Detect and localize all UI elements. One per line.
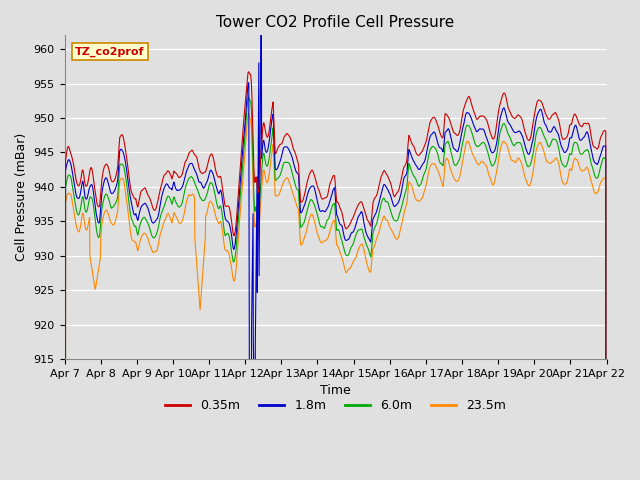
Legend: 0.35m, 1.8m, 6.0m, 23.5m: 0.35m, 1.8m, 6.0m, 23.5m bbox=[161, 395, 511, 418]
Y-axis label: Cell Pressure (mBar): Cell Pressure (mBar) bbox=[15, 133, 28, 261]
Text: TZ_co2prof: TZ_co2prof bbox=[76, 47, 145, 57]
Title: Tower CO2 Profile Cell Pressure: Tower CO2 Profile Cell Pressure bbox=[216, 15, 454, 30]
X-axis label: Time: Time bbox=[320, 384, 351, 397]
